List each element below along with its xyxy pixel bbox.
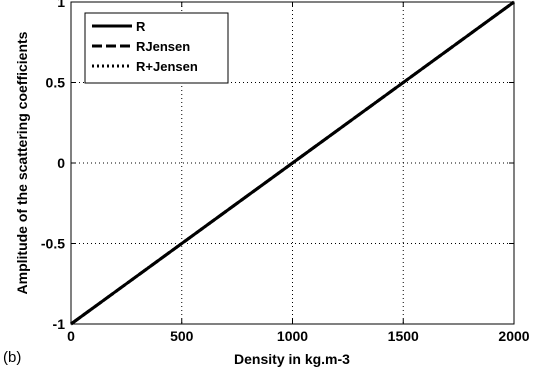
y-tick-label: -0.5 xyxy=(41,236,65,252)
y-tick-label: 1 xyxy=(57,0,65,10)
y-tick-label: 0.5 xyxy=(46,75,66,91)
legend-label: R xyxy=(136,19,146,34)
y-tick-label: 0 xyxy=(57,155,65,171)
legend: R RJensen R+Jensen xyxy=(84,12,229,84)
legend-label: R+Jensen xyxy=(136,59,198,74)
series-line-r-jensen xyxy=(70,0,515,326)
panel-label: (b) xyxy=(3,349,21,366)
legend-label: RJensen xyxy=(136,39,190,54)
y-axis-label: Amplitude of the scattering coefficients xyxy=(14,31,30,294)
x-tick-label: 500 xyxy=(170,328,194,344)
x-tick-label: 2000 xyxy=(498,328,529,344)
x-tick-label: 0 xyxy=(67,328,75,344)
x-axis-label: Density in kg.m-3 xyxy=(234,351,350,367)
x-tick-label: 1000 xyxy=(277,328,308,344)
y-ticks: -1 -0.5 0 0.5 1 xyxy=(41,0,514,332)
x-tick-label: 1500 xyxy=(388,328,419,344)
y-tick-label: -1 xyxy=(53,316,66,332)
series-layer xyxy=(70,0,515,326)
x-ticks: 0 500 1000 1500 2000 xyxy=(67,2,530,344)
